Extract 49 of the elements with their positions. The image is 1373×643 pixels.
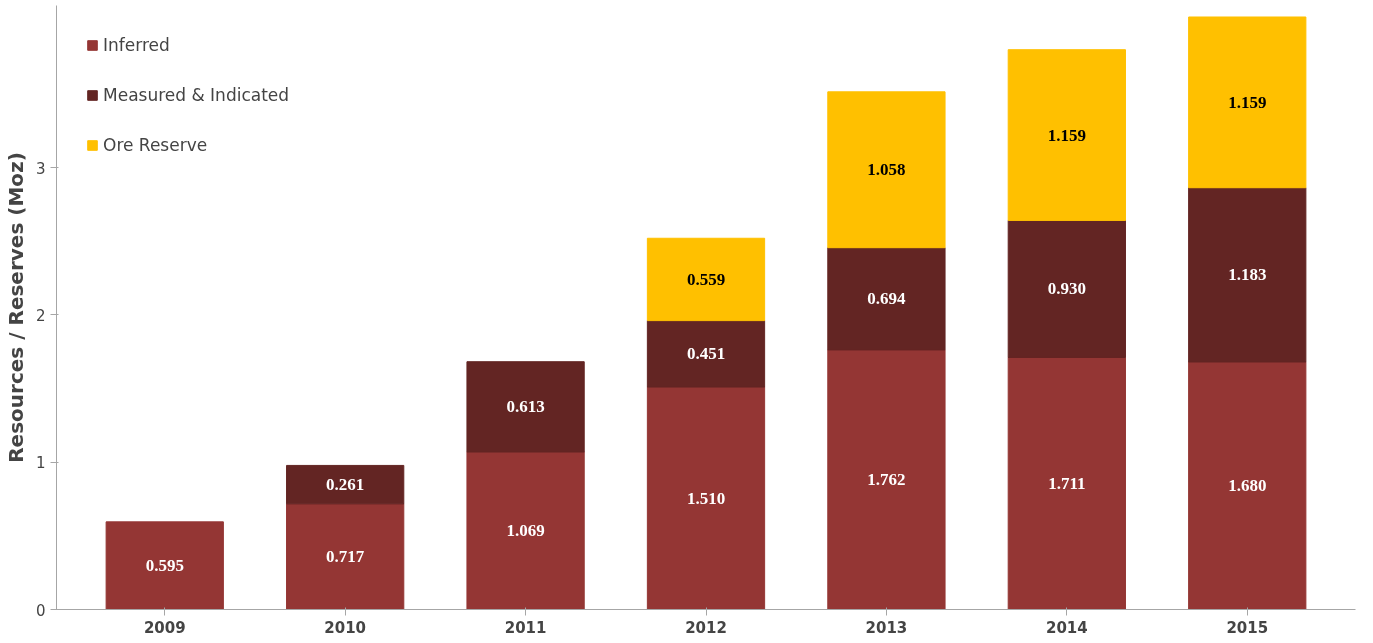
data-label: 0.595	[145, 556, 184, 576]
bar	[1007, 49, 1126, 221]
data-label: 0.451	[686, 344, 726, 364]
bar	[105, 521, 224, 610]
data-label: 1.058	[867, 160, 906, 180]
bar	[1007, 219, 1126, 358]
legend-label: Measured & Indicated	[103, 85, 290, 105]
data-label: 1.762	[867, 470, 906, 490]
y-tick-label: 2	[35, 306, 46, 325]
bar	[466, 451, 585, 610]
x-tick-label: 2014	[1045, 618, 1088, 637]
bar	[286, 464, 405, 505]
x-tick-label: 2012	[685, 618, 727, 637]
x-tick-label: 2011	[504, 618, 547, 637]
legend-label: Ore Reserve	[103, 135, 208, 155]
legend-label: Inferred	[103, 35, 170, 55]
x-tick-label: 2015	[1226, 618, 1269, 637]
x-tick-label: 2009	[143, 618, 186, 637]
data-label: 0.694	[867, 289, 907, 309]
y-tick-label: 0	[35, 601, 46, 620]
data-label: 0.930	[1047, 279, 1086, 299]
bar	[1188, 361, 1307, 610]
bar	[286, 503, 405, 610]
data-label: 1.159	[1047, 125, 1086, 145]
y-axis-title: Resources / Reserves (Moz)	[3, 152, 28, 463]
bar	[466, 361, 585, 453]
bar	[1188, 187, 1307, 363]
bar	[827, 349, 946, 610]
y-tick-label: 1	[35, 454, 46, 473]
bar	[827, 247, 946, 351]
bar	[827, 91, 946, 249]
data-label: 1.183	[1228, 265, 1267, 285]
y-tick-label: 3	[35, 159, 46, 178]
bar	[646, 237, 766, 322]
bar	[646, 386, 766, 610]
data-label: 0.717	[326, 547, 365, 567]
x-tick-label: 2010	[324, 618, 367, 637]
bar	[1007, 356, 1126, 610]
x-tick-label: 2013	[865, 618, 908, 637]
data-label: 0.261	[326, 475, 365, 495]
data-label: 1.159	[1228, 92, 1267, 112]
data-label: 1.680	[1228, 476, 1267, 496]
bar	[646, 320, 766, 388]
bar	[1188, 16, 1307, 189]
data-label: 1.711	[1048, 473, 1086, 493]
data-label: 0.559	[686, 269, 726, 289]
data-label: 1.069	[506, 521, 545, 541]
data-label: 0.613	[506, 397, 545, 417]
data-label: 1.510	[686, 488, 726, 508]
